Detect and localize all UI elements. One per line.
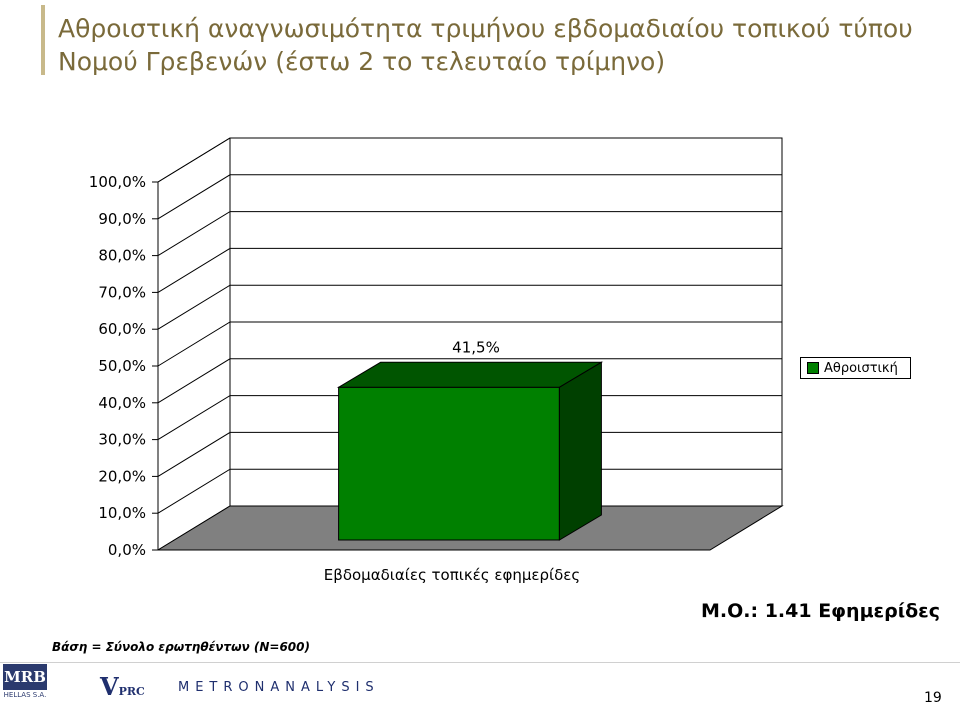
y-tick-label: 0,0% <box>108 541 146 559</box>
data-label: 41,5% <box>452 338 500 356</box>
slide-title: Αθροιστική αναγνωσιμότητα τριμήνου εβδομ… <box>58 14 913 76</box>
chart-bars <box>336 361 604 541</box>
y-tick-label: 40,0% <box>98 394 146 412</box>
vprc-logo-subtext: PRC <box>118 685 145 698</box>
legend-label: Αθροιστική <box>824 360 898 376</box>
mrb-logo-text: MRB <box>3 664 47 690</box>
bar-front <box>338 386 560 541</box>
gridline <box>157 211 782 257</box>
metron-analysis-logo: METRONANALYSIS <box>178 680 380 695</box>
y-tick-label: 10,0% <box>98 504 146 522</box>
category-label: Εβδομαδιαίες τοπικές εφημερίδες <box>324 566 580 584</box>
chart-legend: Αθροιστική <box>800 357 911 379</box>
y-tick-label: 90,0% <box>98 210 146 228</box>
gridline <box>157 247 782 293</box>
y-tick-label: 30,0% <box>98 431 146 449</box>
legend-swatch <box>807 362 819 374</box>
y-tick-label: 50,0% <box>98 357 146 375</box>
gridline <box>157 174 782 220</box>
bar-side <box>558 361 602 541</box>
page-number: 19 <box>924 690 942 706</box>
gridline <box>157 321 782 367</box>
y-tick-label: 70,0% <box>98 283 146 301</box>
footer-divider <box>0 662 960 663</box>
title-accent-bar <box>41 5 45 75</box>
mrb-logo: MRB HELLAS S.A. <box>3 664 47 704</box>
gridline <box>157 358 782 404</box>
bar-top <box>336 361 604 388</box>
mrb-logo-subtext: HELLAS S.A. <box>3 691 47 699</box>
bar-chart: 0,0% 10,0% 20,0% 30,0% 40,0% 50,0% 60,0% 70,0% 8… <box>89 137 784 584</box>
y-tick-label: 100,0% <box>89 173 146 191</box>
bar <box>336 361 604 541</box>
base-note: Βάση = Σύνολο ερωτηθέντων (Ν=600) <box>52 640 310 654</box>
y-tick-label: 20,0% <box>98 467 146 485</box>
y-axis-ticks: 0,0% 10,0% 20,0% 30,0% 40,0% 50,0% 60,0% 70,0% 8… <box>89 173 158 559</box>
chart-labels: 41,5% Εβδομαδιαίες τοπικές εφημερίδες <box>324 338 580 584</box>
y-tick-label: 60,0% <box>98 320 146 338</box>
vprc-logo-v: V <box>100 672 119 701</box>
gridline <box>157 137 782 183</box>
vprc-logo: VPRC <box>100 672 145 702</box>
y-tick-label: 80,0% <box>98 247 146 265</box>
gridline <box>157 284 782 330</box>
mean-note: Μ.Ο.: 1.41 Εφημερίδες <box>701 600 941 622</box>
